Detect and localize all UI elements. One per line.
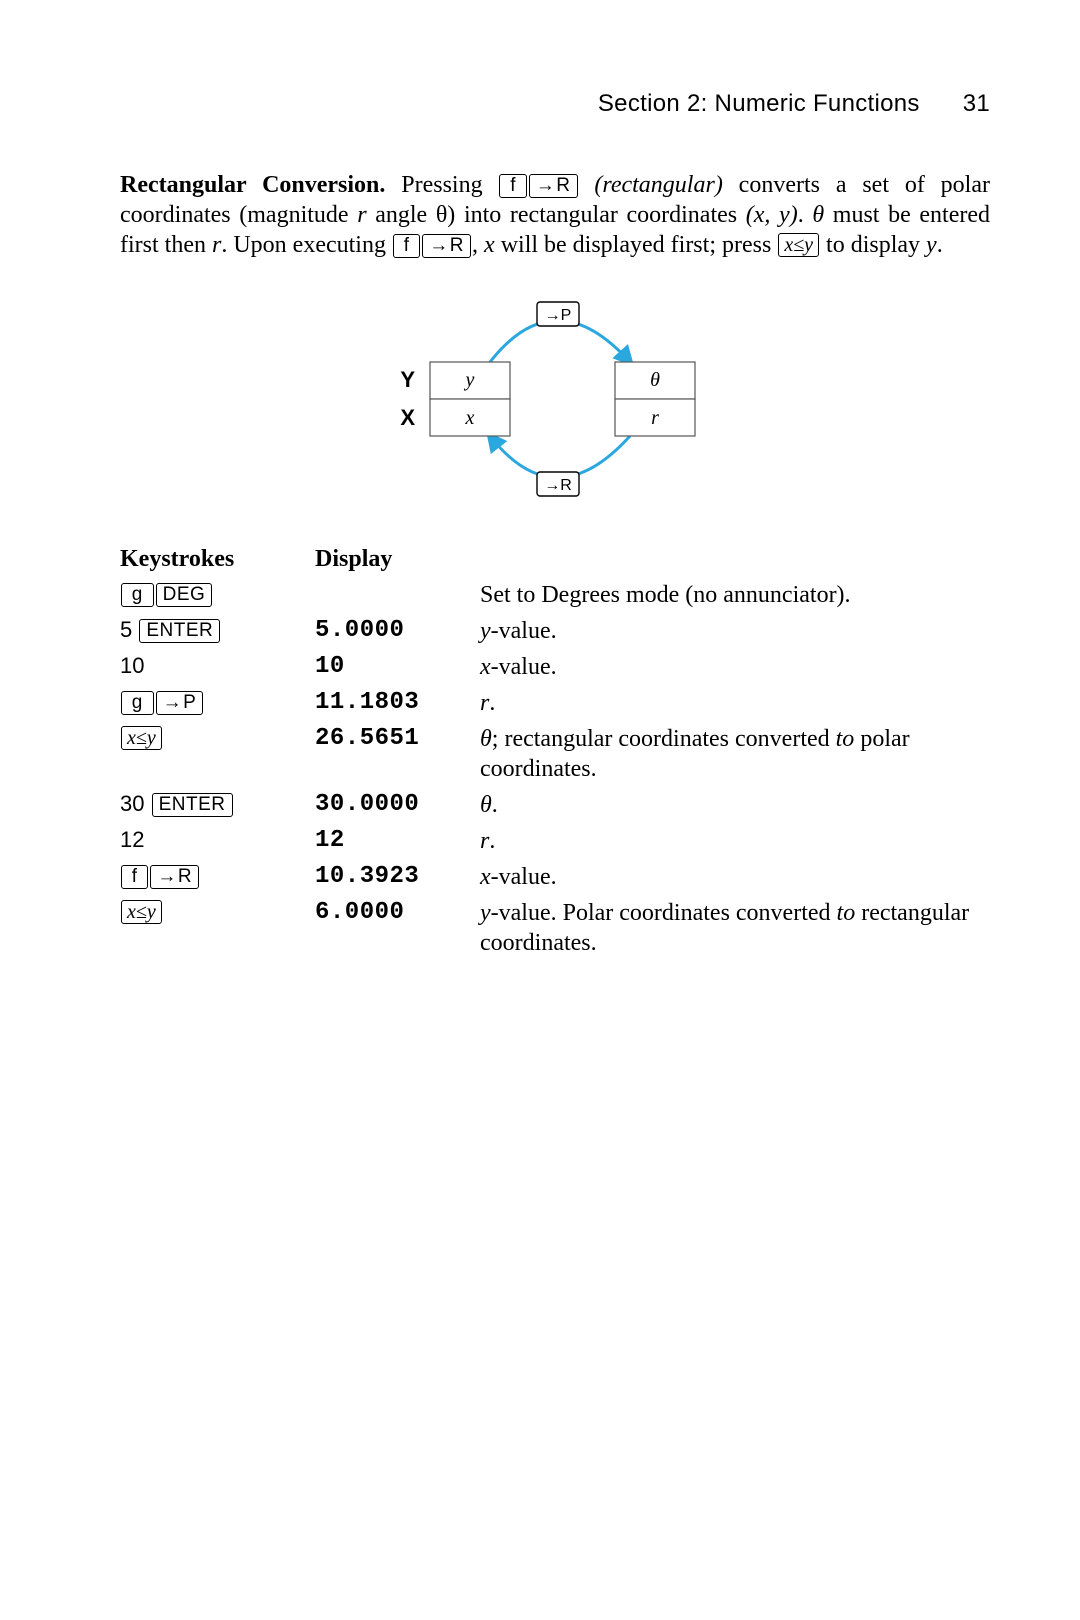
table-row: 5 ENTER5.0000y-value. — [120, 613, 990, 649]
var-r: r — [357, 202, 366, 228]
to-p-key-icon: →P — [537, 302, 579, 326]
table-row: x​≤​y6.0000y-value. Polar coordinates co… — [120, 895, 990, 961]
to-r-key: R — [529, 174, 578, 198]
f-key-label: f — [510, 175, 516, 196]
para-t8: will be displayed first; press — [495, 232, 778, 258]
f-key-2-label: f — [404, 235, 410, 256]
cell-r: r — [651, 407, 659, 429]
col-header-display: Display — [315, 544, 480, 577]
page-header: Section 2: Numeric Functions 31 — [120, 90, 990, 118]
col-header-desc — [480, 544, 990, 577]
cell-x: x — [465, 407, 475, 429]
display-cell: 26.5651 — [315, 721, 480, 787]
to-r-key-2: R — [422, 234, 471, 258]
body-paragraph: Rectangular Conversion. Pressing f R (re… — [120, 170, 990, 260]
description-cell: x-value. — [480, 649, 990, 685]
display-cell: 12 — [315, 823, 480, 859]
display-cell: 10 — [315, 649, 480, 685]
display-cell: 30.0000 — [315, 787, 480, 823]
keystrokes-cell: g P — [120, 685, 315, 721]
description-cell: y-value. — [480, 613, 990, 649]
to-r-key-icon: →R — [537, 472, 579, 496]
cell-theta: θ — [650, 369, 660, 391]
para-t7: , — [472, 232, 484, 258]
var-theta: θ — [812, 202, 824, 228]
description-cell: Set to Degrees mode (no annunciator). — [480, 577, 990, 613]
var-r2: r — [212, 232, 221, 258]
page: Section 2: Numeric Functions 31 Rectangu… — [0, 0, 1080, 1620]
display-cell: 11.1803 — [315, 685, 480, 721]
display-cell: 10.3923 — [315, 859, 480, 895]
keystrokes-cell: f R — [120, 859, 315, 895]
keystrokes-cell: x​≤​y — [120, 721, 315, 787]
table-row: 1010x-value. — [120, 649, 990, 685]
label-y: Y — [400, 367, 415, 392]
display-cell: 6.0000 — [315, 895, 480, 961]
description-cell: x-value. — [480, 859, 990, 895]
label-x: X — [400, 405, 415, 430]
f-key: f — [499, 174, 526, 198]
cell-y: y — [464, 369, 475, 391]
para-t1: Pressing — [385, 172, 498, 198]
display-cell: 5.0000 — [315, 613, 480, 649]
para-t9: to display — [820, 232, 926, 258]
table-row: g P11.1803r. — [120, 685, 990, 721]
keystrokes-cell: 30 ENTER — [120, 787, 315, 823]
para-t3: angle θ) into rectangular coordinates — [367, 202, 746, 228]
keystrokes-cell: 10 — [120, 649, 315, 685]
para-t10: . — [937, 232, 943, 258]
to-r-key-label: R — [556, 175, 570, 196]
table-row: f R10.3923x-value. — [120, 859, 990, 895]
keystrokes-cell: 5 ENTER — [120, 613, 315, 649]
keystroke-table: Keystrokes Display g DEG Set to Degrees m… — [120, 544, 990, 961]
description-cell: θ; rectangular coordinates converted to … — [480, 721, 990, 787]
to-r-key-2-label: R — [450, 235, 464, 256]
keystrokes-cell: x​≤​y — [120, 895, 315, 961]
var-y: y — [926, 232, 937, 258]
page-number: 31 — [963, 90, 990, 118]
description-cell: y-value. Polar coordinates converted to … — [480, 895, 990, 961]
table-row: x​≤​y26.5651θ; rectangular coordinates c… — [120, 721, 990, 787]
svg-text:→P: →P — [545, 307, 572, 324]
para-t6: . Upon executing — [221, 232, 392, 258]
description-cell: r. — [480, 823, 990, 859]
keystrokes-cell: 12 — [120, 823, 315, 859]
rectangular-ital: (rectangular) — [594, 172, 722, 198]
xswap-key: x≤y — [778, 233, 819, 257]
var-x: x — [484, 232, 495, 258]
xy-ital: (x, y) — [746, 202, 798, 228]
para-lead: Rectangular Conversion. — [120, 172, 385, 198]
col-header-keystrokes: Keystrokes — [120, 544, 315, 577]
svg-text:→R: →R — [544, 477, 572, 494]
table-row: 30 ENTER30.0000θ. — [120, 787, 990, 823]
display-cell — [315, 577, 480, 613]
description-cell: r. — [480, 685, 990, 721]
table-row: 1212r. — [120, 823, 990, 859]
keystrokes-cell: g DEG — [120, 577, 315, 613]
f-key-2: f — [393, 234, 420, 258]
description-cell: θ. — [480, 787, 990, 823]
table-row: g DEG Set to Degrees mode (no annunciator… — [120, 577, 990, 613]
para-t4: . — [798, 202, 813, 228]
section-title: Section 2: Numeric Functions — [598, 90, 920, 117]
conversion-diagram: y x Y X θ r →P — [345, 284, 765, 514]
